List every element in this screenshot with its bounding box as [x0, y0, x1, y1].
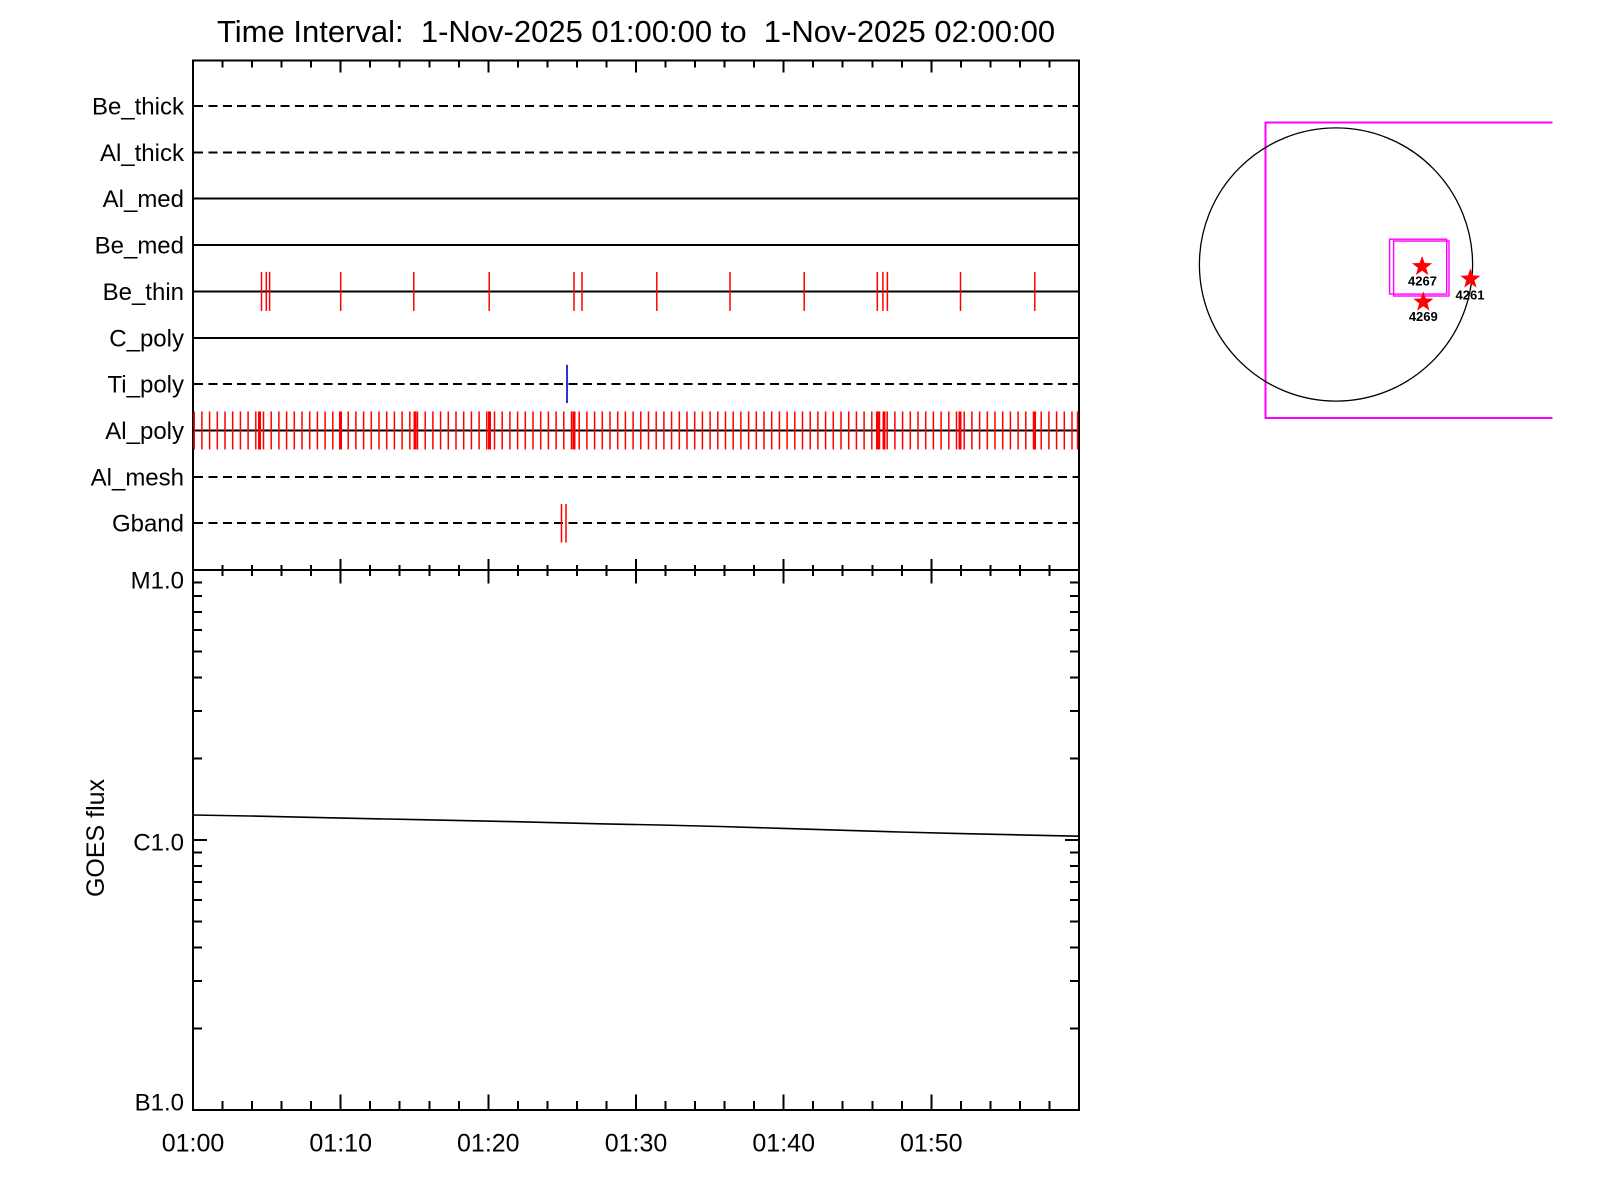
svg-text:Al_mesh: Al_mesh [91, 464, 184, 491]
svg-text:B1.0: B1.0 [135, 1090, 184, 1117]
svg-text:Be_thin: Be_thin [103, 279, 184, 306]
svg-text:01:50: 01:50 [900, 1130, 963, 1158]
svg-text:4267: 4267 [1408, 274, 1437, 289]
svg-text:Be_thick: Be_thick [92, 94, 185, 121]
svg-text:01:30: 01:30 [605, 1130, 668, 1158]
svg-text:M1.0: M1.0 [131, 568, 184, 595]
svg-text:GOES flux: GOES flux [82, 778, 110, 897]
svg-text:01:00: 01:00 [162, 1130, 225, 1158]
svg-text:Be_med: Be_med [95, 233, 184, 260]
svg-text:01:10: 01:10 [309, 1130, 372, 1158]
svg-text:Al_med: Al_med [103, 186, 184, 213]
svg-text:4261: 4261 [1456, 287, 1485, 302]
svg-text:Time Interval: 1-Nov-2025 01:: Time Interval: 1-Nov-2025 01:00:00 to 1-… [217, 14, 1055, 49]
svg-text:01:40: 01:40 [752, 1130, 815, 1158]
svg-text:Ti_poly: Ti_poly [108, 372, 184, 399]
svg-text:Gband: Gband [112, 511, 184, 538]
svg-text:4269: 4269 [1409, 309, 1438, 324]
svg-text:C1.0: C1.0 [133, 830, 184, 857]
svg-text:Al_poly: Al_poly [105, 418, 184, 445]
svg-text:Al_thick: Al_thick [100, 140, 185, 167]
svg-text:C_poly: C_poly [109, 325, 184, 352]
svg-text:01:20: 01:20 [457, 1130, 520, 1158]
